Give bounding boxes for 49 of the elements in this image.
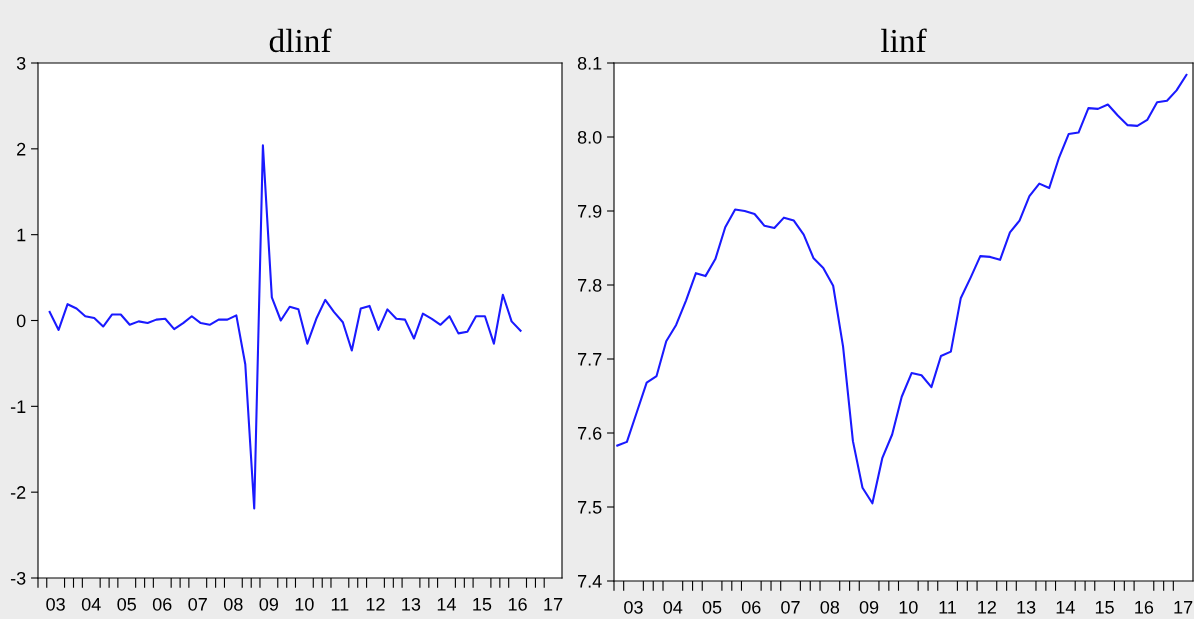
x-tick-label: 12 — [366, 597, 385, 611]
y-tick-label: -3 — [10, 571, 26, 585]
x-tick-label: 15 — [473, 598, 492, 611]
x-tick-label: 17 — [1174, 601, 1193, 614]
x-tick-label: 09 — [259, 597, 279, 611]
x-tick-label: 09 — [859, 600, 879, 614]
x-tick-label: 06 — [741, 600, 761, 614]
x-tick-label: 03 — [46, 597, 65, 611]
x-tick-label: 13 — [1017, 600, 1036, 614]
y-tick-label: 8.0 — [577, 130, 602, 144]
x-tick-label: 17 — [544, 598, 563, 611]
x-tick-label: 14 — [1056, 601, 1075, 614]
x-tick-label: 07 — [188, 597, 207, 611]
x-tick-label: 04 — [81, 597, 101, 611]
x-tick-label: 04 — [663, 600, 683, 614]
x-tick-label: 08 — [223, 597, 243, 611]
chart-title: dlinf — [269, 28, 332, 53]
x-tick-label: 11 — [331, 598, 349, 611]
x-tick-label: 06 — [152, 597, 172, 611]
x-tick-label: 07 — [781, 600, 800, 614]
x-tick-label: 16 — [1135, 600, 1154, 614]
y-tick-label: -1 — [10, 400, 26, 413]
y-tick-label: 7.5 — [578, 501, 602, 514]
y-tick-label: 3 — [16, 56, 26, 70]
y-tick-label: 1 — [17, 228, 26, 242]
x-tick-label: 11 — [939, 601, 957, 614]
x-tick-label: 15 — [1095, 601, 1114, 614]
y-tick-label: 7.9 — [578, 204, 602, 218]
y-tick-label: -2 — [10, 486, 26, 499]
x-tick-label: 14 — [437, 598, 456, 611]
y-tick-label: 7.7 — [578, 353, 602, 366]
x-tick-label: 05 — [117, 597, 136, 611]
y-tick-label: 0 — [16, 314, 26, 328]
y-tick-label: 7.8 — [578, 278, 602, 292]
y-tick-label: 2 — [17, 142, 26, 156]
y-tick-label: 8.1 — [577, 56, 602, 70]
x-tick-label: 08 — [820, 600, 840, 614]
y-tick-label: 7.4 — [578, 575, 602, 588]
line-series — [616, 73, 1188, 505]
y-tick-label: 7.6 — [578, 426, 602, 440]
x-tick-label: 13 — [402, 597, 421, 611]
x-tick-label: 05 — [702, 600, 722, 614]
x-tick-label: 03 — [624, 600, 643, 614]
x-tick-label: 12 — [978, 600, 996, 614]
x-tick-label: 16 — [508, 597, 527, 611]
chart-title: linf — [881, 28, 927, 52]
x-tick-label: 10 — [295, 597, 314, 611]
x-tick-label: 10 — [899, 600, 918, 614]
line-series — [48, 144, 522, 510]
